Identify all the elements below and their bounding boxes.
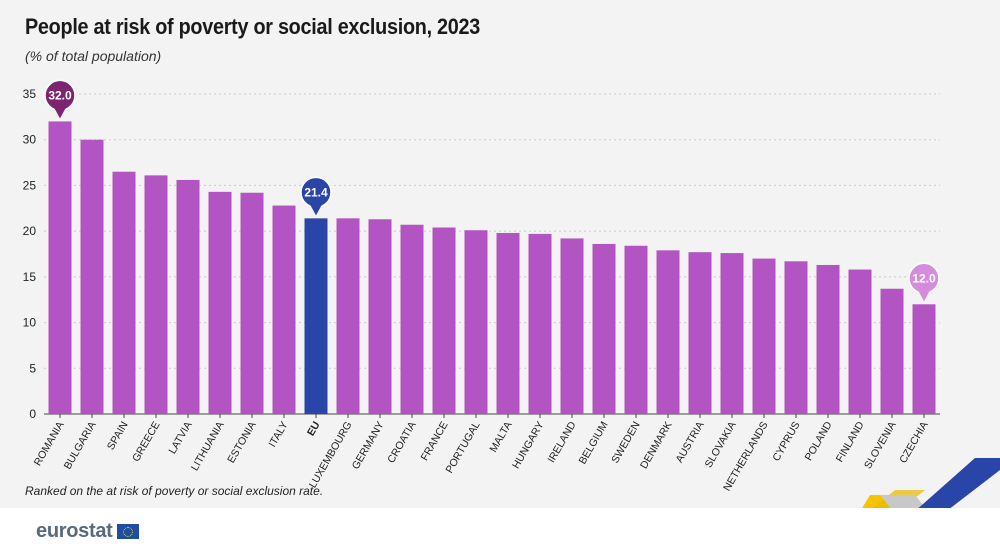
bars: [48, 121, 936, 414]
x-tick-label: MALTA: [487, 420, 514, 455]
bar-denmark[interactable]: [656, 250, 680, 414]
bar-latvia[interactable]: [176, 179, 200, 414]
footer: eurostat: [0, 508, 1000, 553]
bar-france[interactable]: [432, 227, 456, 414]
x-tick-label: FINLAND: [834, 419, 867, 464]
chart-footnote: Ranked on the at risk of poverty or soci…: [25, 484, 324, 498]
bar-netherlands[interactable]: [752, 258, 776, 414]
bar-slovakia[interactable]: [720, 253, 744, 414]
y-tick-label: 0: [29, 407, 36, 421]
bar-bulgaria[interactable]: [80, 139, 104, 414]
x-tick-label: ITALY: [266, 420, 290, 450]
chart-subtitle: (% of total population): [25, 48, 162, 64]
x-tick-label: AUSTRIA: [673, 420, 706, 465]
x-tick-label: ESTONIA: [225, 420, 258, 466]
bar-austria[interactable]: [688, 252, 712, 414]
y-axis: 0 5 10 15 20 25 30 35: [23, 87, 37, 421]
y-tick-label: 5: [29, 361, 36, 375]
bar-luxembourg[interactable]: [336, 218, 360, 414]
y-tick-label: 30: [23, 133, 37, 147]
annotation-label: 21.4: [304, 185, 328, 199]
annotation-eu: 21.4: [300, 176, 332, 216]
x-tick-label: HUNGARY: [510, 420, 547, 471]
x-tick-label: CZECHIA: [897, 420, 930, 466]
x-tick-label: IRELAND: [545, 419, 578, 465]
x-tick-label: SLOVAKIA: [703, 420, 739, 470]
bar-eu[interactable]: [304, 218, 328, 414]
x-tick-label: BULGARIA: [62, 420, 99, 472]
bar-croatia[interactable]: [400, 224, 424, 414]
bar-ireland[interactable]: [560, 238, 584, 414]
bar-portugal[interactable]: [464, 230, 488, 414]
x-tick-label: LATVIA: [167, 420, 195, 457]
x-tick-label: CROATIA: [385, 420, 418, 466]
bar-lithuania[interactable]: [208, 191, 232, 414]
x-tick-label: CYPRUS: [770, 420, 802, 464]
x-tick-label: GERMANY: [350, 420, 387, 472]
bar-malta[interactable]: [496, 232, 520, 414]
bar-finland[interactable]: [848, 269, 872, 414]
x-tick-label: SPAIN: [105, 420, 131, 453]
bar-italy[interactable]: [272, 205, 296, 414]
bar-poland[interactable]: [816, 264, 840, 414]
bar-romania[interactable]: [48, 121, 72, 414]
bar-hungary[interactable]: [528, 233, 552, 414]
chart-title: People at risk of poverty or social excl…: [25, 14, 481, 39]
x-tick-label: EU: [305, 420, 323, 439]
eurostat-logo[interactable]: eurostat: [36, 520, 139, 543]
x-tick-label: SWEDEN: [609, 420, 642, 466]
x-tick-label: GREECE: [130, 420, 163, 464]
y-tick-label: 25: [23, 178, 37, 192]
bar-slovenia[interactable]: [880, 288, 904, 414]
bar-germany[interactable]: [368, 219, 392, 414]
y-tick-label: 20: [23, 224, 37, 238]
annotation-czechia: 12.0: [908, 262, 940, 302]
x-tick-label: BELGIUM: [577, 420, 611, 467]
y-tick-label: 10: [23, 316, 37, 330]
x-tick-label: POLAND: [803, 419, 835, 463]
value-annotations: 32.0 21.4 12.0: [44, 79, 940, 302]
eu-flag-icon: [116, 524, 139, 539]
bar-greece[interactable]: [144, 175, 168, 414]
x-tick-label: DENMARK: [638, 420, 675, 471]
y-tick-label: 15: [23, 270, 37, 284]
x-tick-label: PORTUGAL: [443, 419, 482, 475]
logo-text: eurostat: [36, 520, 113, 542]
bar-spain[interactable]: [112, 171, 136, 414]
annotation-label: 12.0: [912, 271, 936, 285]
bar-estonia[interactable]: [240, 192, 264, 414]
x-tick-label: SLOVENIA: [862, 420, 899, 471]
x-tick-label: FRANCE: [419, 420, 451, 463]
bar-cyprus[interactable]: [784, 261, 808, 414]
bar-sweden[interactable]: [624, 245, 648, 414]
bar-czechia[interactable]: [912, 304, 936, 414]
y-tick-label: 35: [23, 87, 37, 101]
annotation-label: 32.0: [48, 88, 72, 102]
annotation-romania: 32.0: [44, 79, 76, 119]
bar-belgium[interactable]: [592, 243, 616, 414]
x-tick-label: ROMANIA: [32, 420, 67, 468]
x-tick-label: LITHUANIA: [189, 420, 227, 473]
